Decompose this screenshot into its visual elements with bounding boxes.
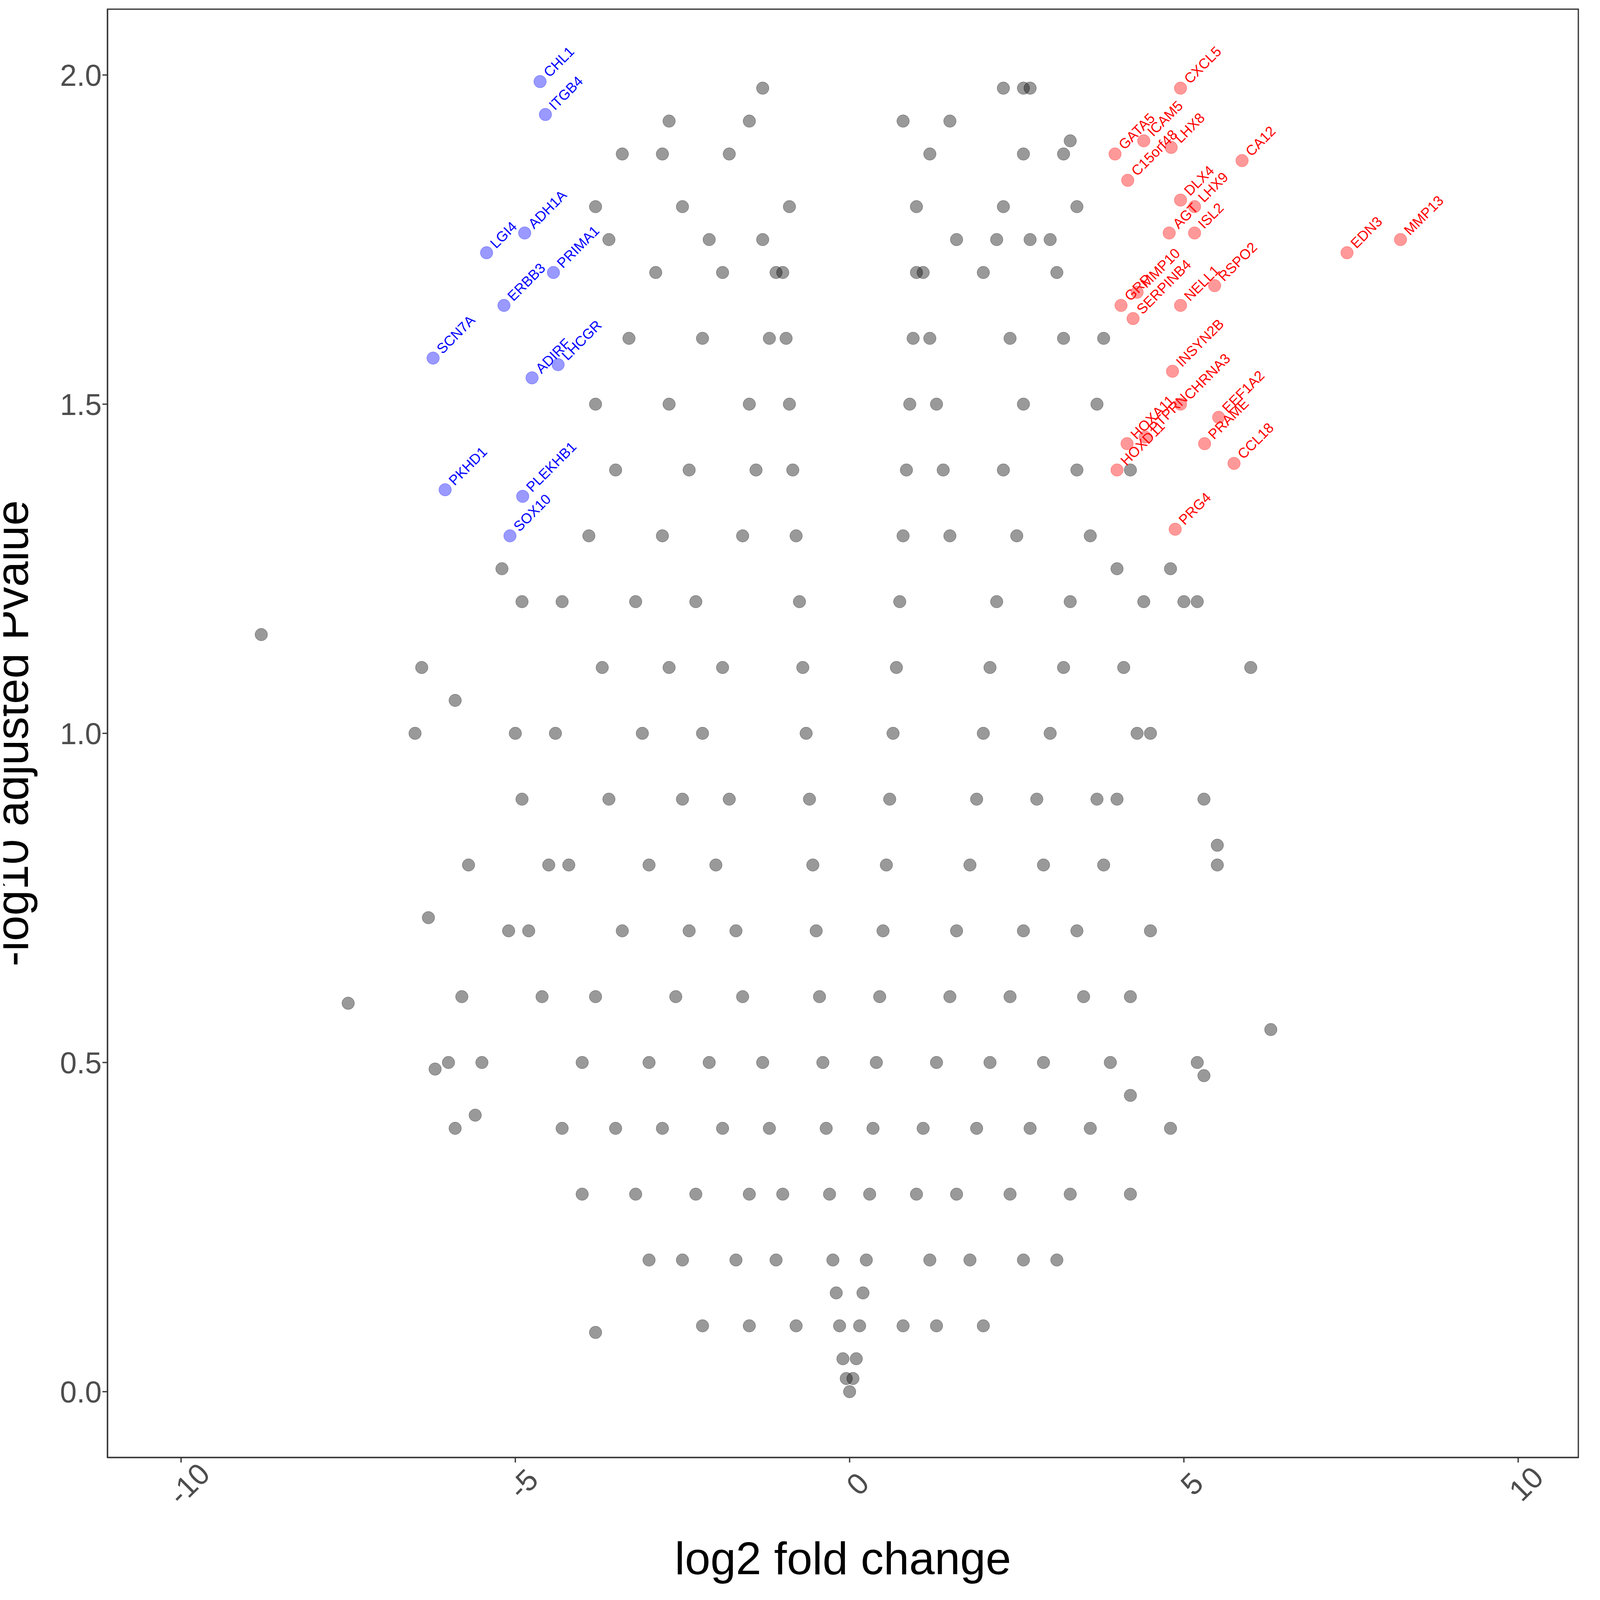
svg-text:MMP13: MMP13 [1400,192,1447,239]
svg-text:CHRNA3: CHRNA3 [1180,350,1234,403]
svg-text:SCN7A: SCN7A [433,312,478,357]
svg-text:1.5: 1.5 [60,387,102,422]
svg-text:log2 fold change: log2 fold change [674,1532,1011,1584]
svg-text:ERBB3: ERBB3 [504,260,549,305]
svg-text:HOXD11: HOXD11 [1117,417,1168,469]
svg-text:LHCGR: LHCGR [558,317,605,364]
svg-text:2.0: 2.0 [60,58,102,93]
svg-text:LHX8: LHX8 [1171,109,1208,146]
svg-text:PKHD1: PKHD1 [445,443,490,489]
svg-text:CCL18: CCL18 [1234,419,1277,463]
svg-text:C15orf48: C15orf48 [1128,126,1181,179]
svg-text:ICAM5: ICAM5 [1144,97,1186,140]
svg-text:NELL1: NELL1 [1180,262,1223,304]
svg-text:GATA5: GATA5 [1115,109,1158,153]
svg-text:MMP10: MMP10 [1137,245,1184,291]
svg-text:EEF1A2: EEF1A2 [1218,367,1268,416]
svg-text:0: 0 [840,1466,876,1502]
svg-text:-log10 adjusted Pvalue: -log10 adjusted Pvalue [3,500,38,967]
svg-text:-5: -5 [502,1462,545,1505]
svg-text:0.0: 0.0 [60,1375,102,1409]
svg-text:RSPO2: RSPO2 [1215,239,1260,285]
svg-text:SOX10: SOX10 [510,490,554,535]
svg-text:-10: -10 [162,1456,217,1511]
svg-text:PRAME: PRAME [1205,395,1252,443]
svg-text:ISL2: ISL2 [1195,199,1227,232]
svg-text:CA12: CA12 [1242,122,1279,160]
svg-text:LHX9: LHX9 [1194,168,1232,206]
svg-text:PLEKHB1: PLEKHB1 [522,438,580,495]
svg-text:INSYN2B: INSYN2B [1172,315,1227,370]
svg-text:CXCL5: CXCL5 [1180,43,1225,87]
svg-text:DLX4: DLX4 [1180,162,1218,199]
svg-text:5: 5 [1174,1466,1210,1502]
svg-text:1.0: 1.0 [60,717,102,751]
svg-text:10: 10 [1502,1460,1550,1508]
svg-text:ADH1A: ADH1A [525,186,570,232]
svg-text:GRP: GRP [1121,271,1155,304]
svg-text:AGT: AGT [1169,199,1202,232]
svg-text:PTPRN: PTPRN [1145,390,1191,436]
svg-text:PRIMA1: PRIMA1 [553,222,603,271]
svg-text:0.5: 0.5 [60,1046,102,1080]
svg-text:ITGB4: ITGB4 [545,72,586,113]
svg-text:CHL1: CHL1 [540,43,578,80]
svg-text:ADIRF: ADIRF [532,335,574,377]
svg-text:SERPINB4: SERPINB4 [1133,256,1195,318]
svg-text:HOXA11: HOXA11 [1127,392,1178,443]
svg-text:EDN3: EDN3 [1347,213,1386,252]
svg-text:PRG4: PRG4 [1175,489,1214,528]
svg-text:LGI4: LGI4 [486,218,520,252]
